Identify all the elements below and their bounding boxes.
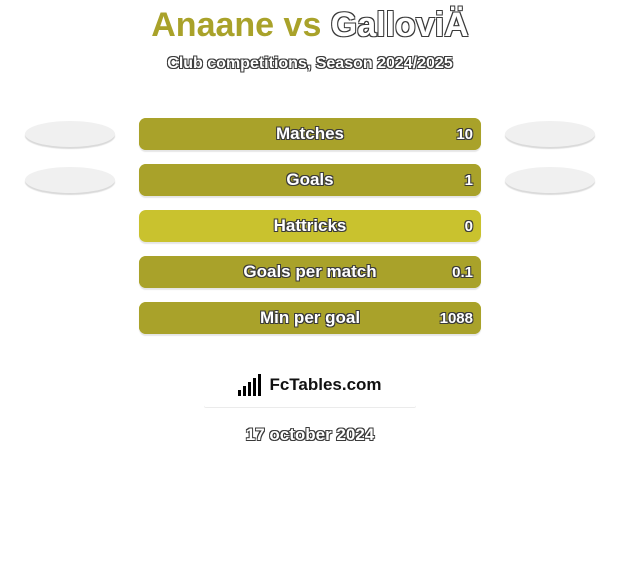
comparison-panel: Anaane vs GalloviÄ Club competitions, Se… [0, 0, 620, 580]
stat-bar-fill-right [139, 118, 481, 150]
stat-row: Min per goal1088 [0, 295, 620, 341]
title-vs: vs [284, 6, 331, 44]
stat-row: Matches10 [0, 111, 620, 157]
stat-bar: Hattricks0 [139, 210, 481, 242]
title-player-right: GalloviÄ [331, 6, 469, 44]
right-side-slot [495, 167, 605, 193]
right-side-slot [495, 121, 605, 147]
player-left-ellipse [25, 121, 115, 147]
left-side-slot [15, 121, 125, 147]
stat-bar: Min per goal1088 [139, 302, 481, 334]
left-side-slot [15, 167, 125, 193]
stat-value-right: 10 [456, 118, 473, 150]
stat-value-right: 0.1 [452, 256, 473, 288]
stat-value-right: 0 [465, 210, 473, 242]
stat-row: Hattricks0 [0, 203, 620, 249]
subtitle: Club competitions, Season 2024/2025 [0, 55, 620, 73]
brand-bars-icon [238, 374, 263, 396]
date-text: 17 october 2024 [0, 425, 620, 445]
player-left-ellipse [25, 167, 115, 193]
stat-rows: Matches10 Goals1 Hattricks0 Goals per match… [0, 111, 620, 341]
player-right-ellipse [505, 167, 595, 193]
stat-bar: Goals1 [139, 164, 481, 196]
stat-bar-fill-right [139, 164, 481, 196]
stat-bar-fill-right [139, 256, 481, 288]
stat-value-right: 1088 [440, 302, 473, 334]
stat-row: Goals per match0.1 [0, 249, 620, 295]
stat-bar-fill-right [139, 302, 481, 334]
stat-label: Hattricks [139, 210, 481, 242]
brand-text: FcTables.com [269, 375, 381, 395]
brand-badge[interactable]: FcTables.com [204, 363, 416, 407]
stat-value-right: 1 [465, 164, 473, 196]
page-title: Anaane vs GalloviÄ [0, 0, 620, 45]
player-right-ellipse [505, 121, 595, 147]
stat-bar: Goals per match0.1 [139, 256, 481, 288]
title-player-left: Anaane [151, 6, 274, 44]
stat-row: Goals1 [0, 157, 620, 203]
stat-bar: Matches10 [139, 118, 481, 150]
